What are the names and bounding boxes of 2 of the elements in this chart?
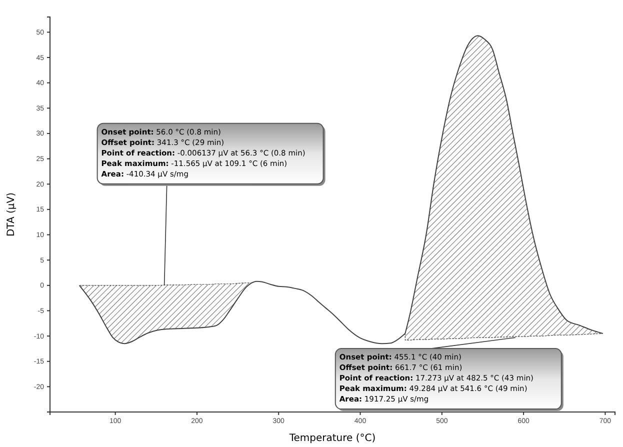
x-axis-title: Temperature (°C) — [288, 433, 376, 444]
y-axis-title: DTA (µV) — [6, 192, 17, 237]
